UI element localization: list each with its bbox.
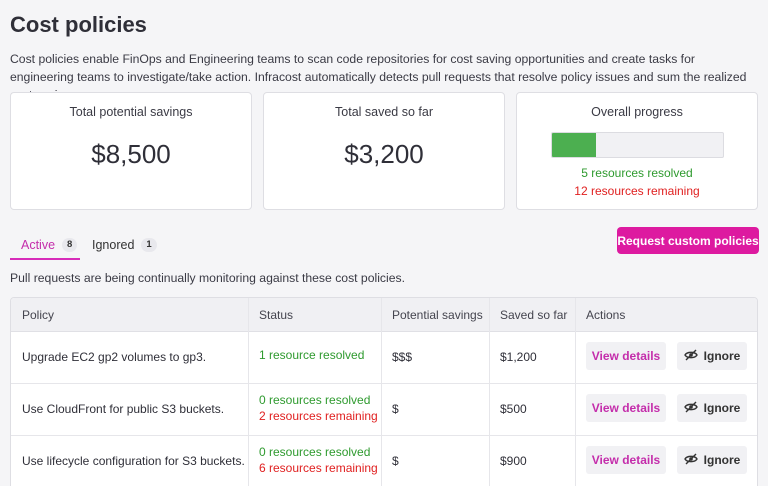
status-remaining: 2 resources remaining: [259, 409, 378, 423]
table-row: Upgrade EC2 gp2 volumes to gp3. 1 resour…: [11, 332, 757, 384]
tab-ignored[interactable]: Ignored 1: [92, 230, 157, 260]
view-details-button[interactable]: View details: [586, 342, 666, 370]
resources-remaining-text: 12 resources remaining: [574, 184, 700, 198]
ignore-button-label: Ignore: [703, 453, 741, 467]
progress-bar-fill: [552, 133, 597, 157]
view-details-button[interactable]: View details: [586, 394, 666, 422]
saved-so-far-value: $3,200: [344, 139, 424, 169]
policy-name: Upgrade EC2 gp2 volumes to gp3.: [22, 350, 207, 364]
saved-so-far-label: Total saved so far: [335, 105, 433, 119]
policy-tabs: Active 8 Ignored 1: [10, 230, 250, 260]
status-remaining: 6 resources remaining: [259, 461, 378, 475]
status-resolved: 0 resources resolved: [259, 445, 371, 459]
page-title: Cost policies: [10, 12, 147, 37]
saved-so-far: $1,200: [500, 350, 537, 364]
header-status: Status: [259, 308, 294, 322]
ignore-button-label: Ignore: [703, 401, 741, 415]
saved-so-far: $500: [500, 402, 527, 416]
policies-table: Policy Status Potential savings Saved so…: [10, 297, 758, 486]
tab-ignored-label: Ignored: [92, 238, 135, 252]
ignore-button[interactable]: Ignore: [677, 394, 747, 422]
table-row: Use lifecycle configuration for S3 bucke…: [11, 436, 757, 486]
progress-bar: [551, 132, 724, 158]
ignore-button[interactable]: Ignore: [677, 446, 747, 474]
eye-slash-icon: [683, 453, 698, 468]
saved-so-far-card: Total saved so far $3,200: [263, 92, 505, 210]
potential-savings: $: [392, 402, 399, 416]
header-potential-savings: Potential savings: [392, 308, 483, 322]
monitoring-note: Pull requests are being continually moni…: [10, 271, 405, 285]
view-details-button[interactable]: View details: [586, 446, 666, 474]
header-saved-so-far: Saved so far: [500, 308, 568, 322]
potential-savings: $: [392, 454, 399, 468]
saved-so-far: $900: [500, 454, 527, 468]
policy-name: Use lifecycle configuration for S3 bucke…: [22, 454, 245, 468]
potential-savings: $$$: [392, 350, 413, 364]
eye-slash-icon: [683, 401, 698, 416]
table-header: Policy Status Potential savings Saved so…: [11, 298, 757, 332]
eye-slash-icon: [683, 349, 698, 364]
ignore-button[interactable]: Ignore: [677, 342, 747, 370]
table-row: Use CloudFront for public S3 buckets. 0 …: [11, 384, 757, 436]
header-actions: Actions: [586, 308, 626, 322]
potential-savings-value: $8,500: [91, 139, 171, 169]
resources-resolved-text: 5 resources resolved: [581, 166, 693, 180]
overall-progress-card: Overall progress 5 resources resolved 12…: [516, 92, 758, 210]
header-policy: Policy: [22, 308, 55, 322]
tab-ignored-count: 1: [141, 238, 157, 252]
ignore-button-label: Ignore: [703, 349, 741, 363]
potential-savings-label: Total potential savings: [69, 105, 193, 119]
status-resolved: 1 resource resolved: [259, 348, 365, 362]
policy-name: Use CloudFront for public S3 buckets.: [22, 402, 225, 416]
tab-active[interactable]: Active 8: [10, 230, 80, 260]
tab-active-label: Active: [21, 238, 56, 252]
overall-progress-label: Overall progress: [591, 105, 683, 119]
status-resolved: 0 resources resolved: [259, 393, 371, 407]
tab-active-count: 8: [62, 238, 78, 252]
potential-savings-card: Total potential savings $8,500: [10, 92, 252, 210]
request-custom-policies-button[interactable]: Request custom policies: [617, 227, 759, 254]
